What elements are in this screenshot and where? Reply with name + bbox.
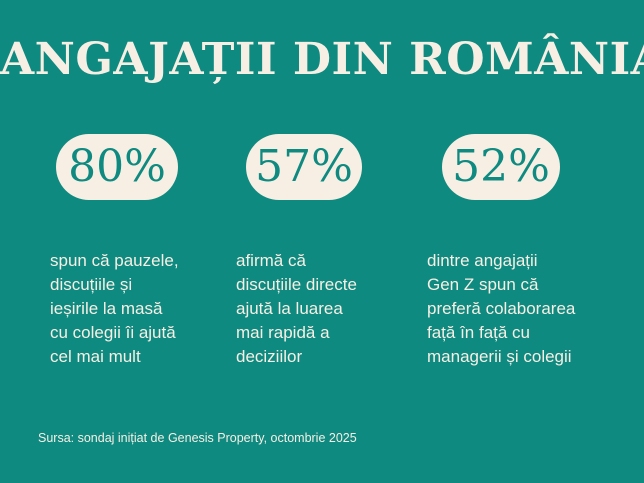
stat-badge-3: 52% xyxy=(442,134,560,200)
stat-description-line: Gen Z spun că xyxy=(427,275,539,294)
stat-description-line: spun că pauzele, xyxy=(50,251,179,270)
page-title: ANGAJAȚII DIN ROMÂNIA xyxy=(0,34,644,85)
source-note: Sursa: sondaj inițiat de Genesis Propert… xyxy=(38,431,357,445)
stat-description-line: ajută la luarea xyxy=(236,299,343,318)
stat-badge-1: 80% xyxy=(56,134,178,200)
stat-description-line: discuțiile directe xyxy=(236,275,357,294)
stat-description-line: mai rapidă a xyxy=(236,323,330,342)
stat-description-1: spun că pauzele, discuțiile și ieșirile … xyxy=(50,249,220,369)
stat-description-line: față în față cu xyxy=(427,323,531,342)
stat-description-line: deciziilor xyxy=(236,347,303,366)
stat-description-line: dintre angajații xyxy=(427,251,538,270)
stat-description-line: cel mai mult xyxy=(50,347,141,366)
stat-description-line: discuțiile și xyxy=(50,275,133,294)
stat-badge-2: 57% xyxy=(246,134,362,200)
stat-description-line: managerii și colegii xyxy=(427,347,572,366)
stat-description-3: dintre angajații Gen Z spun că preferă c… xyxy=(427,249,617,369)
stat-description-line: cu colegii îi ajută xyxy=(50,323,176,342)
stat-description-line: preferă colaborarea xyxy=(427,299,576,318)
stat-description-line: ieșirile la masă xyxy=(50,299,163,318)
stat-description-line: afirmă că xyxy=(236,251,306,270)
stat-description-2: afirmă că discuțiile directe ajută la lu… xyxy=(236,249,411,369)
